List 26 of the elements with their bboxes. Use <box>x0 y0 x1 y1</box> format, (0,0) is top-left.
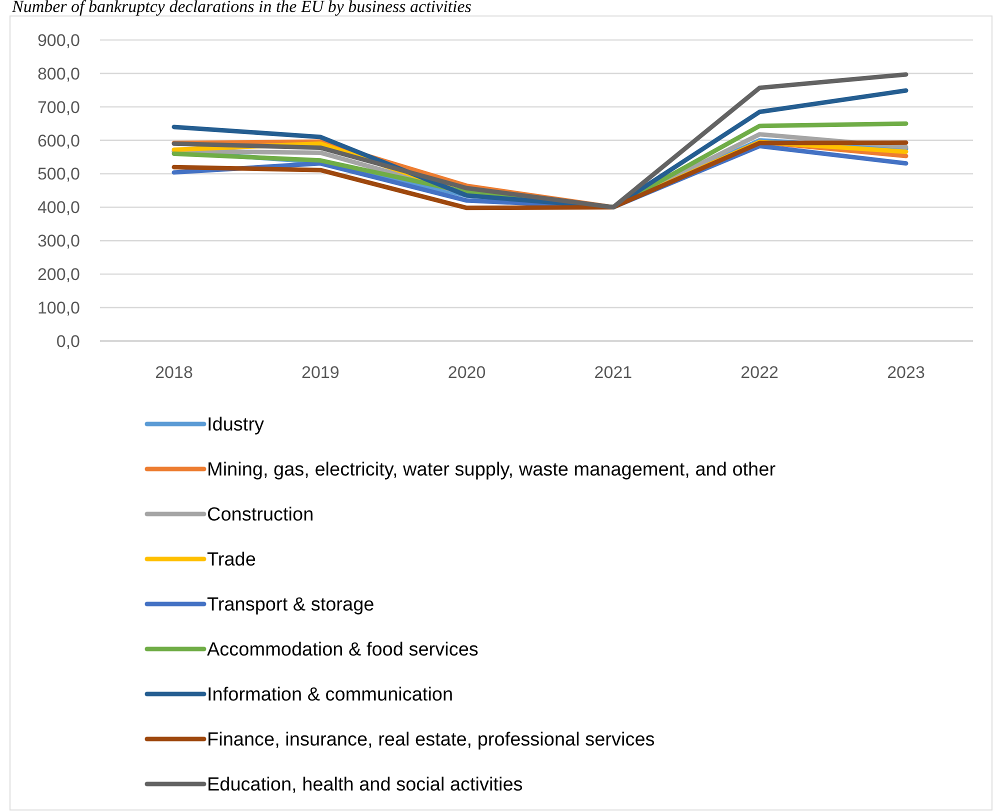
legend-label: Construction <box>207 504 314 526</box>
x-tick-label: 2022 <box>740 363 779 382</box>
x-tick-label: 2021 <box>594 363 632 382</box>
y-tick-label: 0,0 <box>56 332 80 351</box>
legend-label: Transport & storage <box>207 594 374 616</box>
y-tick-label: 800,0 <box>37 64 80 84</box>
y-tick-label: 900,0 <box>37 30 80 50</box>
y-tick-label: 100,0 <box>37 298 80 318</box>
y-tick-label: 600,0 <box>37 131 80 150</box>
x-tick-label: 2023 <box>887 363 925 382</box>
legend-label: Education, health and social activities <box>207 774 523 796</box>
legend-label: Accommodation & food services <box>207 640 478 661</box>
x-tick-label: 2018 <box>155 363 193 382</box>
legend-label: Mining, gas, electricity, water supply, waste management, and other <box>207 460 776 481</box>
legend-label: Finance, insurance, real estate, professional services <box>207 730 655 751</box>
legend-label: Trade <box>207 550 256 571</box>
legend-label: Idustry <box>207 414 265 436</box>
legend-label: Information & communication <box>207 684 454 706</box>
y-tick-label: 700,0 <box>37 98 80 117</box>
y-tick-label: 300,0 <box>37 232 80 251</box>
x-tick-label: 2019 <box>301 363 340 382</box>
x-tick-label: 2020 <box>448 363 486 382</box>
y-tick-label: 500,0 <box>37 164 80 184</box>
chart-title: Number of bankruptcy declarations in the EU by business activities <box>11 0 472 16</box>
y-tick-label: 200,0 <box>37 265 80 284</box>
y-tick-label: 400,0 <box>37 198 80 218</box>
